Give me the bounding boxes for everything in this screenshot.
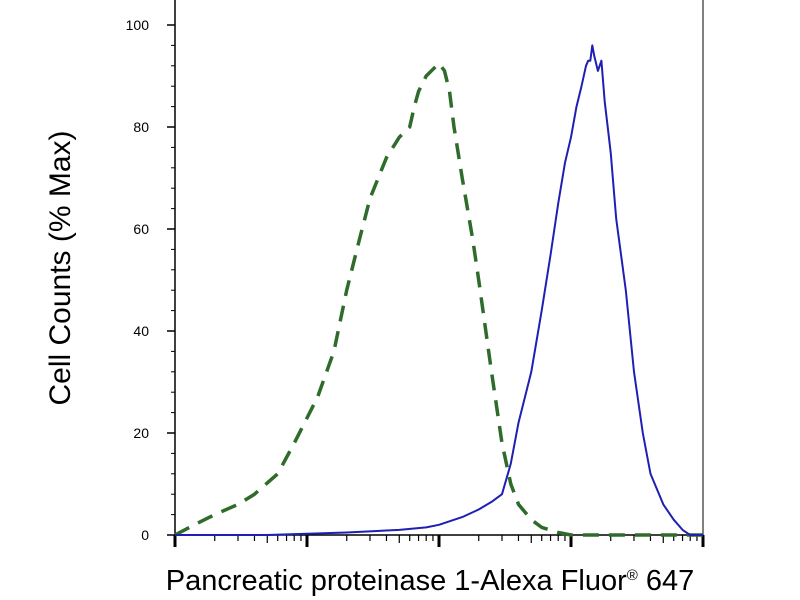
sample-series-line — [175, 44, 703, 536]
y-tick-label: 60 — [133, 221, 149, 237]
y-tick-label: 40 — [133, 323, 149, 339]
y-axis-ticks: 0 20 40 60 80 100 — [126, 17, 175, 543]
x-axis-title: Pancreatic proteinase 1-Alexa Fluor® 647 — [166, 565, 695, 597]
series-layer — [174, 44, 703, 537]
y-tick-label: 0 — [141, 527, 149, 543]
y-tick-label: 20 — [133, 425, 149, 441]
plot-frame — [174, 0, 704, 536]
y-axis-title: Cell Counts (% Max) — [44, 130, 77, 405]
control-series-line — [174, 61, 703, 537]
y-tick-label: 100 — [126, 17, 150, 33]
x-axis-ticks — [173, 535, 705, 547]
y-tick-label: 80 — [133, 119, 149, 135]
